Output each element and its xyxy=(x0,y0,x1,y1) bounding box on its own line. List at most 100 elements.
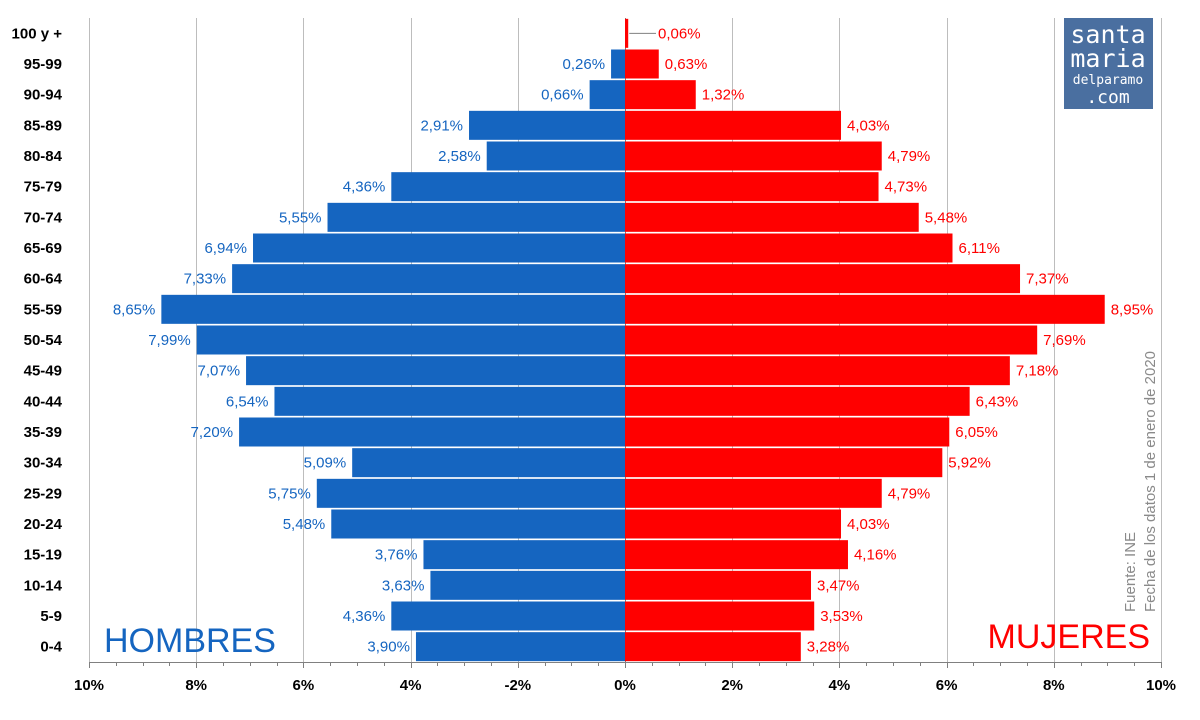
data-label-mujeres: 3,28% xyxy=(807,639,850,656)
bar-mujeres xyxy=(625,417,950,447)
data-label-mujeres: 5,92% xyxy=(948,455,991,472)
data-label-mujeres: 6,11% xyxy=(958,240,999,257)
data-label-mujeres: 6,43% xyxy=(976,393,1019,410)
age-group-label: 85-89 xyxy=(24,117,62,134)
bar-mujeres xyxy=(625,570,811,600)
x-tick-label: 6% xyxy=(293,677,315,694)
x-tick-label: 8% xyxy=(1043,677,1065,694)
data-label-hombres: 3,63% xyxy=(382,577,425,594)
data-label-hombres: 2,58% xyxy=(438,148,481,165)
bar-hombres xyxy=(430,570,625,600)
source-line-1: Fuente: INE xyxy=(1122,532,1139,612)
data-label-mujeres: 8,95% xyxy=(1111,301,1154,318)
bar-mujeres xyxy=(625,233,953,263)
bar-hombres xyxy=(469,110,625,140)
age-group-label: 95-99 xyxy=(24,56,62,73)
x-tick-label: 0% xyxy=(614,677,636,694)
age-group-label: 20-24 xyxy=(24,516,63,533)
age-group-label: 50-54 xyxy=(24,332,63,349)
bar-mujeres xyxy=(625,601,815,631)
bar-mujeres xyxy=(625,264,1021,294)
logo-line-3: delparamo xyxy=(1073,73,1143,88)
bar-hombres xyxy=(274,386,625,416)
bar-hombres xyxy=(331,509,625,539)
site-logo: santa maria delparamo .com xyxy=(1064,18,1153,109)
data-label-hombres: 5,48% xyxy=(283,516,326,533)
bars xyxy=(161,18,1105,662)
age-group-label: 75-79 xyxy=(24,179,62,196)
data-label-hombres: 6,54% xyxy=(226,393,269,410)
source-line-2: Fecha de los datos 1 de enero de 2020 xyxy=(1142,351,1159,612)
age-group-label: 40-44 xyxy=(24,393,63,410)
x-tick-label: 10% xyxy=(1146,677,1176,694)
data-label-mujeres: 4,73% xyxy=(885,179,928,196)
data-label-hombres: 3,90% xyxy=(367,639,410,656)
data-label-hombres: 5,55% xyxy=(279,209,322,226)
age-group-label: 30-34 xyxy=(24,455,63,472)
data-label-hombres: 7,20% xyxy=(191,424,234,441)
hombres-label: HOMBRES xyxy=(104,622,276,660)
data-label-hombres: 6,94% xyxy=(204,240,247,257)
data-label-hombres: 7,07% xyxy=(198,363,241,380)
data-label-mujeres: 0,06% xyxy=(658,25,701,42)
bar-hombres xyxy=(415,632,625,662)
data-label-mujeres: 1,32% xyxy=(702,87,745,104)
bar-hombres xyxy=(423,540,625,570)
x-tick-label: 10% xyxy=(74,677,104,694)
data-label-mujeres: 7,18% xyxy=(1016,363,1059,380)
bar-hombres xyxy=(161,294,626,324)
bar-mujeres xyxy=(625,356,1010,386)
bar-hombres xyxy=(391,601,625,631)
bar-mujeres xyxy=(625,18,629,48)
bar-mujeres xyxy=(625,294,1105,324)
x-tick-label: 6% xyxy=(936,677,958,694)
bar-mujeres xyxy=(625,325,1038,355)
data-label-hombres: 5,75% xyxy=(268,485,311,502)
bar-mujeres xyxy=(625,172,879,202)
bar-hombres xyxy=(486,141,625,171)
bar-hombres xyxy=(246,356,625,386)
bar-hombres xyxy=(196,325,625,355)
bar-hombres xyxy=(352,448,625,478)
age-group-label: 60-64 xyxy=(24,271,63,288)
age-group-label: 55-59 xyxy=(24,301,62,318)
age-group-label: 15-19 xyxy=(24,547,62,564)
data-label-mujeres: 6,05% xyxy=(955,424,998,441)
data-label-hombres: 4,36% xyxy=(343,608,386,625)
age-group-label: 45-49 xyxy=(24,363,62,380)
bar-mujeres xyxy=(625,49,659,79)
source-note: Fuente: INE Fecha de los datos 1 de ener… xyxy=(1122,351,1159,612)
data-label-hombres: 4,36% xyxy=(343,179,386,196)
age-group-label: 25-29 xyxy=(24,485,62,502)
bar-mujeres xyxy=(625,386,970,416)
x-tick-label: 4% xyxy=(400,677,422,694)
logo-background xyxy=(1064,18,1153,109)
data-label-mujeres: 4,16% xyxy=(854,547,897,564)
age-group-label: 65-69 xyxy=(24,240,62,257)
x-tick-label: -2% xyxy=(504,677,531,694)
data-label-mujeres: 4,79% xyxy=(888,148,931,165)
mujeres-label: MUJERES xyxy=(988,618,1150,656)
data-label-hombres: 5,09% xyxy=(304,455,347,472)
x-tick-label: 8% xyxy=(185,677,207,694)
data-label-mujeres: 0,63% xyxy=(665,56,708,73)
bar-hombres xyxy=(253,233,626,263)
age-group-label: 5-9 xyxy=(40,608,62,625)
bar-mujeres xyxy=(625,80,696,110)
logo-line-4: .com xyxy=(1086,87,1129,108)
data-label-hombres: 2,91% xyxy=(420,117,463,134)
bar-hombres xyxy=(232,264,625,294)
age-group-label: 35-39 xyxy=(24,424,62,441)
data-label-mujeres: 4,03% xyxy=(847,117,890,134)
age-group-label: 80-84 xyxy=(24,148,63,165)
data-label-hombres: 8,65% xyxy=(113,301,156,318)
age-group-label: 90-94 xyxy=(24,87,63,104)
bar-mujeres xyxy=(625,509,842,539)
age-group-label: 70-74 xyxy=(24,209,63,226)
data-label-mujeres: 7,69% xyxy=(1043,332,1086,349)
bar-hombres xyxy=(391,172,625,202)
bar-mujeres xyxy=(625,202,919,232)
bar-mujeres xyxy=(625,110,842,140)
bar-hombres xyxy=(239,417,625,447)
